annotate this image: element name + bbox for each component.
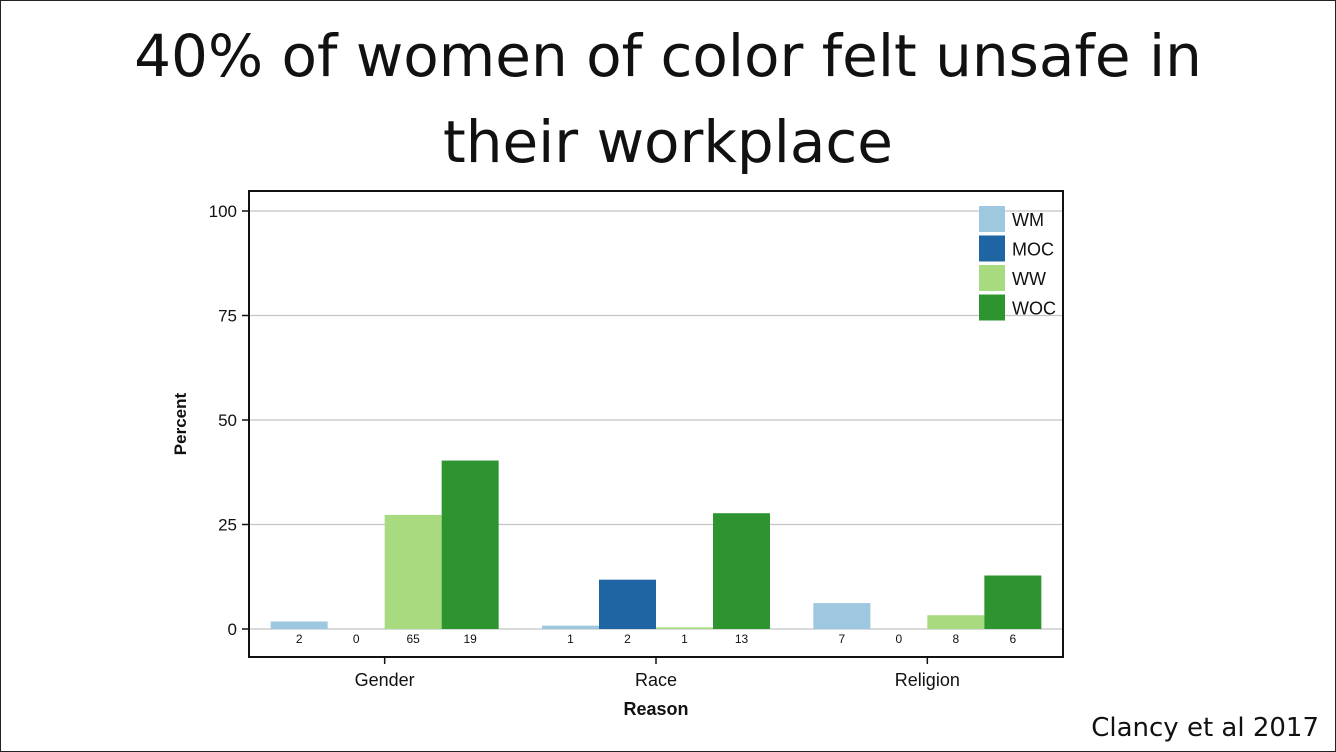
y-tick-label: 100 — [209, 202, 237, 221]
count-label: 8 — [952, 632, 959, 646]
bar-ww-gender — [384, 514, 442, 629]
count-label: 6 — [1009, 632, 1016, 646]
count-label: 2 — [296, 632, 303, 646]
bar-ww-religion — [927, 615, 985, 629]
count-label: 7 — [838, 632, 845, 646]
slide-title: 40% of women of color felt unsafe in the… — [1, 13, 1335, 185]
count-label: 0 — [895, 632, 902, 646]
slide-title-line-2: their workplace — [443, 108, 893, 176]
bar-wm-religion — [813, 603, 871, 629]
bar-wm-gender — [270, 621, 328, 629]
count-label: 1 — [681, 632, 688, 646]
legend-swatch-woc — [979, 294, 1005, 321]
bar-woc-gender — [441, 460, 499, 629]
count-labels: 2 0 65 19 1 2 1 13 7 0 8 6 — [296, 632, 1017, 646]
x-tick-label: Gender — [355, 670, 415, 690]
y-axis: 0 25 50 75 100 — [209, 202, 249, 639]
count-label: 1 — [567, 632, 574, 646]
count-label: 0 — [353, 632, 360, 646]
y-tick-label: 25 — [218, 516, 237, 535]
bar-wm-race — [542, 625, 599, 629]
x-axis-label: Reason — [623, 699, 688, 719]
bars — [270, 460, 1042, 629]
y-tick-label: 75 — [218, 307, 237, 326]
count-label: 13 — [735, 632, 749, 646]
bar-ww-race — [656, 627, 713, 629]
count-label: 65 — [406, 632, 420, 646]
bar-moc-race — [599, 579, 656, 629]
legend-swatch-ww — [979, 265, 1005, 291]
bar-woc-race — [713, 513, 770, 629]
gridlines — [249, 210, 1063, 630]
x-tick-label: Race — [635, 670, 677, 690]
y-axis-label: Percent — [171, 392, 190, 455]
legend-label-woc: WOC — [1012, 299, 1056, 319]
x-axis: Gender Race Religion — [355, 657, 960, 690]
x-tick-label: Religion — [895, 670, 960, 690]
legend-swatch-moc — [979, 235, 1005, 262]
slide-title-line-1: 40% of women of color felt unsafe in — [134, 22, 1202, 90]
legend-label-ww: WW — [1012, 269, 1046, 289]
count-label: 19 — [463, 632, 477, 646]
bar-woc-religion — [984, 575, 1042, 629]
count-label: 2 — [624, 632, 631, 646]
y-tick-label: 50 — [218, 411, 237, 430]
legend: WM MOC WW WOC — [979, 206, 1056, 321]
y-tick-label: 0 — [228, 620, 237, 639]
legend-swatch-wm — [979, 206, 1005, 232]
legend-label-moc: MOC — [1012, 240, 1054, 260]
citation: Clancy et al 2017 — [1091, 713, 1319, 743]
legend-label-wm: WM — [1012, 210, 1044, 230]
